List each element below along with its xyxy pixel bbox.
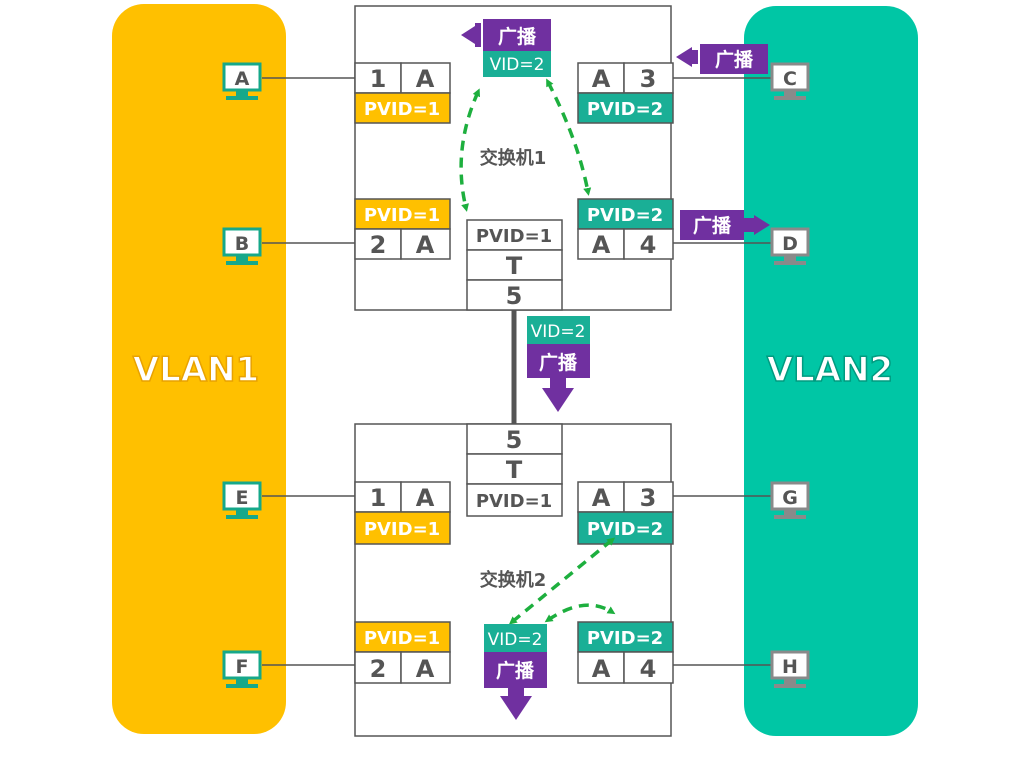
switch1-label: 交换机1 — [480, 147, 547, 169]
broadcast-label: 广播 — [715, 48, 754, 71]
port-pvid: PVID=2 — [587, 628, 663, 649]
s2-frame: VID=2 广播 — [484, 624, 547, 720]
port-number: 5 — [506, 426, 523, 454]
vid-label: VID=2 — [531, 322, 586, 342]
switch2-label: 交换机2 — [480, 569, 547, 591]
host-d[interactable]: D — [770, 227, 810, 265]
host-label: G — [782, 487, 798, 509]
port-number: 2 — [370, 655, 387, 683]
host-c[interactable]: C — [770, 62, 810, 100]
s1-port-1: 1 A PVID=1 — [354, 62, 451, 124]
host-g[interactable]: G — [770, 481, 810, 519]
s2-arrow-p3-to-vid — [508, 537, 616, 625]
port-number: 4 — [640, 655, 657, 683]
host-label: D — [782, 233, 798, 255]
c-broadcast-frame: 广播 — [676, 44, 768, 74]
s2-port-3: A 3 PVID=2 — [577, 481, 674, 545]
broadcast-label: 广播 — [539, 351, 578, 374]
port-number: 3 — [640, 484, 657, 512]
port-type: A — [416, 231, 435, 259]
s1-port-3: A 3 PVID=2 — [577, 62, 674, 124]
port-pvid: PVID=1 — [476, 226, 552, 247]
s1-arrow-vid-to-p2 — [459, 88, 481, 212]
computer-icon — [770, 62, 810, 92]
computer-icon — [770, 650, 810, 680]
trunk-frame: VID=2 广播 — [527, 316, 590, 412]
broadcast-label: 广播 — [693, 214, 732, 237]
vlan2-label: VLAN2 — [767, 350, 893, 390]
vid-label: VID=2 — [490, 55, 545, 75]
host-label: H — [782, 656, 798, 678]
port-pvid: PVID=1 — [364, 99, 440, 120]
arrow-down-icon — [500, 696, 532, 720]
host-links — [262, 77, 772, 666]
host-e[interactable]: E — [222, 481, 262, 519]
d-broadcast-frame: 广播 — [680, 210, 770, 240]
port-type: A — [416, 655, 435, 683]
arrow-down-icon — [542, 388, 574, 412]
computer-icon — [222, 62, 262, 92]
s2-port-5: 5 T PVID=1 — [466, 423, 563, 517]
host-label: C — [783, 68, 797, 90]
forwarding-arrows — [459, 78, 616, 625]
s1-frame: 广播 VID=2 — [461, 19, 551, 77]
host-label: A — [235, 68, 250, 90]
vlan1-label: VLAN1 — [133, 350, 259, 390]
port-number: 5 — [506, 282, 523, 310]
host-label: E — [236, 487, 249, 509]
arrow-left-icon — [461, 26, 475, 44]
host-label: B — [235, 233, 249, 255]
port-type: T — [506, 456, 523, 484]
host-f[interactable]: F — [222, 650, 262, 688]
port-number: 1 — [370, 65, 387, 93]
s2-arrow-vid-to-p4 — [544, 603, 616, 623]
port-type: A — [592, 65, 611, 93]
port-number: 1 — [370, 484, 387, 512]
computer-icon — [222, 650, 262, 680]
host-h[interactable]: H — [770, 650, 810, 688]
port-type: A — [592, 484, 611, 512]
port-type: A — [592, 231, 611, 259]
s1-port-5: PVID=1 T 5 — [466, 219, 563, 311]
computer-icon — [222, 227, 262, 257]
s2-port-4: PVID=2 A 4 — [577, 621, 674, 684]
port-pvid: PVID=1 — [364, 628, 440, 649]
port-pvid: PVID=1 — [476, 491, 552, 512]
port-pvid: PVID=2 — [587, 99, 663, 120]
host-label: F — [236, 656, 249, 678]
host-a[interactable]: A — [222, 62, 262, 100]
vlan1-region — [112, 4, 286, 734]
port-number: 3 — [640, 65, 657, 93]
port-pvid: PVID=1 — [364, 205, 440, 226]
arrow-left-icon — [676, 47, 692, 67]
host-b[interactable]: B — [222, 227, 262, 265]
port-number: 2 — [370, 231, 387, 259]
broadcast-label: 广播 — [498, 25, 537, 48]
port-pvid: PVID=1 — [364, 519, 440, 540]
s1-port-2: PVID=1 2 A — [354, 198, 451, 260]
broadcast-label: 广播 — [496, 659, 535, 682]
s1-port-4: PVID=2 A 4 — [577, 198, 674, 260]
s1-arrow-vid-to-p4 — [546, 78, 592, 196]
port-type: A — [416, 484, 435, 512]
s2-port-1: 1 A PVID=1 — [354, 481, 451, 545]
port-type: A — [592, 655, 611, 683]
arrow-right-icon — [754, 215, 770, 235]
port-type: T — [506, 252, 523, 280]
port-number: 4 — [640, 231, 657, 259]
vid-label: VID=2 — [488, 630, 543, 650]
computer-icon — [770, 481, 810, 511]
vlan2-region — [744, 6, 918, 736]
s2-port-2: PVID=1 2 A — [354, 621, 451, 684]
port-type: A — [416, 65, 435, 93]
port-pvid: PVID=2 — [587, 205, 663, 226]
port-pvid: PVID=2 — [587, 519, 663, 540]
